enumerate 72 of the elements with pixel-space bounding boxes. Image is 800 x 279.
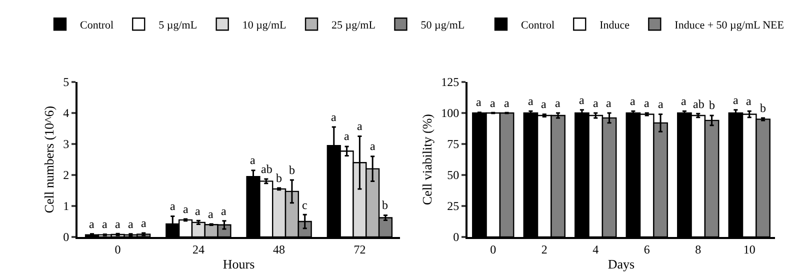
data-label: a	[541, 97, 547, 111]
legend-label: 25 µg/mL	[332, 19, 376, 32]
data-label: a	[250, 153, 256, 167]
y-tick-label: 2	[63, 168, 70, 182]
y-axis-title: Cell numbers (10^6)	[42, 106, 57, 214]
data-label: a	[593, 96, 599, 110]
y-tick-label: 5	[63, 75, 70, 90]
data-label: a	[476, 95, 482, 109]
data-label: a	[208, 207, 214, 221]
data-label: a	[490, 96, 496, 110]
data-label: a	[630, 94, 636, 108]
y-tick-label: 4	[63, 106, 70, 120]
data-label: b	[760, 101, 766, 115]
data-label: a	[555, 96, 561, 110]
data-label: a	[344, 129, 350, 143]
data-label: a	[370, 139, 376, 153]
data-label: a	[115, 217, 121, 231]
data-label: a	[183, 202, 189, 216]
y-tick-label: 75	[447, 137, 460, 152]
x-tick-label: 24	[192, 242, 204, 256]
x-tick-label: 8	[695, 242, 702, 256]
data-label: a	[528, 94, 534, 108]
legend-label: 10 µg/mL	[242, 19, 287, 32]
y-tick-label: 100	[441, 106, 460, 120]
data-label: a	[102, 217, 108, 231]
data-label: a	[644, 96, 650, 110]
y-tick-label: 125	[441, 75, 460, 90]
data-label: a	[128, 217, 134, 231]
legend-label: Induce + 50 µg/mL NEE	[674, 19, 784, 32]
data-label: a	[195, 204, 201, 218]
data-label: b	[709, 98, 715, 112]
data-label: a	[504, 96, 510, 110]
x-axis-title: Hours	[222, 256, 255, 272]
y-tick-label: 0	[63, 230, 70, 244]
x-tick-label: 10	[743, 242, 756, 256]
data-label: a	[681, 94, 687, 108]
data-label: b	[289, 163, 295, 177]
y-axis-title: Cell viability (%)	[420, 114, 435, 205]
data-label: c	[302, 198, 308, 212]
legend-label: Induce	[600, 19, 630, 32]
data-label: a	[579, 93, 585, 107]
y-tick-label: 0	[453, 230, 460, 244]
data-label: a	[606, 96, 612, 110]
x-tick-label: 0	[490, 242, 496, 256]
x-tick-label: 48	[273, 242, 286, 256]
data-label: ab	[261, 162, 272, 176]
data-label: a	[331, 110, 337, 124]
data-label: a	[357, 119, 363, 133]
y-tick-label: 3	[63, 137, 70, 152]
data-label: b	[382, 198, 388, 212]
x-tick-label: 72	[354, 242, 366, 256]
legend-label: 5 µg/mL	[158, 19, 198, 32]
legend-label: Control	[521, 19, 555, 32]
data-label: b	[276, 171, 282, 185]
x-tick-label: 0	[114, 242, 121, 256]
data-label: ab	[693, 97, 704, 111]
data-label: a	[733, 93, 739, 107]
x-tick-label: 4	[592, 242, 599, 256]
data-label: a	[89, 217, 95, 231]
data-label: a	[746, 94, 752, 108]
data-label: a	[170, 199, 176, 213]
y-tick-label: 50	[447, 168, 460, 182]
legend-label: 50 µg/mL	[420, 19, 465, 32]
data-label: a	[141, 216, 147, 230]
data-label: a	[658, 97, 664, 111]
x-axis-title: Days	[608, 256, 635, 272]
y-tick-label: 1	[63, 199, 70, 214]
x-tick-label: 2	[541, 242, 548, 256]
x-tick-label: 6	[644, 242, 650, 256]
legend-label: Control	[80, 19, 114, 32]
y-tick-label: 25	[447, 199, 460, 214]
data-label: a	[221, 204, 227, 218]
